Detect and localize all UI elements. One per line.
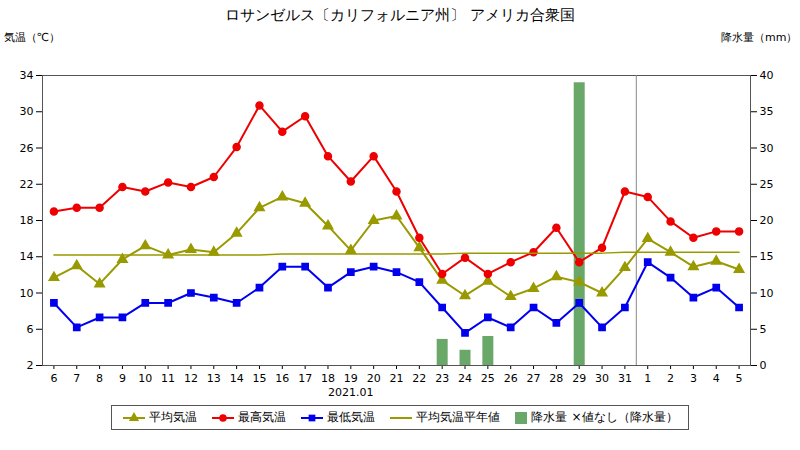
svg-text:34: 34 xyxy=(20,69,34,82)
svg-text:18: 18 xyxy=(20,214,34,227)
svg-text:25: 25 xyxy=(760,178,774,191)
svg-text:1: 1 xyxy=(644,372,651,385)
svg-text:24: 24 xyxy=(458,372,472,385)
html-text:降水量 ×値なし（降水量）: 降水量 ×値なし（降水量） xyxy=(531,410,678,424)
svg-text:30: 30 xyxy=(595,372,609,385)
svg-text:15: 15 xyxy=(252,372,266,385)
svg-text:7: 7 xyxy=(73,372,80,385)
svg-text:22: 22 xyxy=(412,372,426,385)
svg-text:40: 40 xyxy=(760,69,774,82)
svg-text:23: 23 xyxy=(435,372,449,385)
svg-text:16: 16 xyxy=(275,372,289,385)
svg-text:26: 26 xyxy=(20,142,34,155)
svg-text:30: 30 xyxy=(760,142,774,155)
svg-text:8: 8 xyxy=(96,372,103,385)
html-text:平均気温平年値: 平均気温平年値 xyxy=(416,410,501,424)
svg-text:2: 2 xyxy=(667,372,674,385)
svg-text:降水量（mm）: 降水量（mm） xyxy=(721,31,797,44)
svg-text:20: 20 xyxy=(760,214,774,227)
svg-text:11: 11 xyxy=(161,372,175,385)
svg-text:31: 31 xyxy=(618,372,632,385)
html-text:平均気温: 平均気温 xyxy=(149,410,198,424)
svg-text:13: 13 xyxy=(207,372,221,385)
svg-text:6: 6 xyxy=(50,372,57,385)
svg-text:4: 4 xyxy=(713,372,720,385)
svg-text:2021.01: 2021.01 xyxy=(328,386,374,399)
svg-text:9: 9 xyxy=(119,372,126,385)
svg-text:0: 0 xyxy=(760,359,767,372)
svg-text:26: 26 xyxy=(504,372,518,385)
svg-text:22: 22 xyxy=(20,178,34,191)
svg-text:14: 14 xyxy=(20,250,34,263)
svg-text:21: 21 xyxy=(390,372,404,385)
svg-text:3: 3 xyxy=(690,372,697,385)
svg-text:5: 5 xyxy=(736,372,743,385)
html-text:最高気温: 最高気温 xyxy=(238,410,287,424)
svg-text:15: 15 xyxy=(760,250,774,263)
svg-text:25: 25 xyxy=(481,372,495,385)
svg-text:6: 6 xyxy=(27,323,34,336)
svg-text:10: 10 xyxy=(760,287,774,300)
svg-text:12: 12 xyxy=(184,372,198,385)
svg-text:20: 20 xyxy=(367,372,381,385)
svg-text:30: 30 xyxy=(20,105,34,118)
svg-text:気温（℃）: 気温（℃） xyxy=(4,31,60,44)
svg-text:17: 17 xyxy=(298,372,312,385)
svg-text:19: 19 xyxy=(344,372,358,385)
svg-text:10: 10 xyxy=(20,287,34,300)
svg-text:10: 10 xyxy=(138,372,152,385)
html-text:ロサンゼルス〔カリフォルニア州〕 アメリカ合衆国: ロサンゼルス〔カリフォルニア州〕 アメリカ合衆国 xyxy=(225,6,575,24)
svg-text:2: 2 xyxy=(27,359,34,372)
svg-text:5: 5 xyxy=(760,323,767,336)
svg-text:27: 27 xyxy=(527,372,541,385)
svg-text:28: 28 xyxy=(549,372,563,385)
svg-text:18: 18 xyxy=(321,372,335,385)
svg-text:14: 14 xyxy=(230,372,244,385)
svg-text:29: 29 xyxy=(572,372,586,385)
svg-text:35: 35 xyxy=(760,105,774,118)
html-text:最低気温: 最低気温 xyxy=(327,410,376,424)
